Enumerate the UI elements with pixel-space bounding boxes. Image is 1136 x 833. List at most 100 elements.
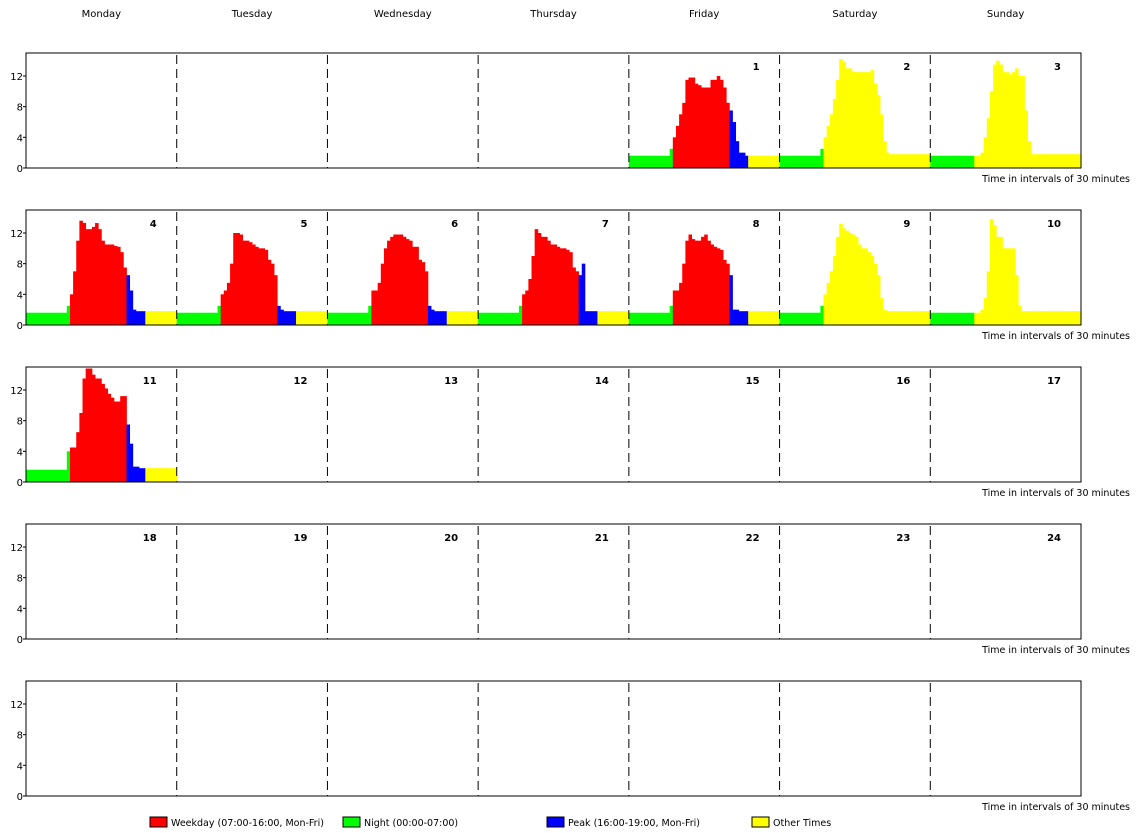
bar (785, 155, 790, 168)
bar (807, 155, 812, 168)
bar (522, 294, 526, 325)
bar (201, 312, 206, 325)
bar (437, 311, 441, 325)
bar (858, 244, 862, 325)
bar (914, 311, 919, 325)
x-axis-caption: Time in intervals of 30 minutes (981, 488, 1130, 499)
date-label: 22 (746, 533, 760, 544)
bar (129, 443, 134, 482)
bar (547, 240, 551, 325)
bar (647, 155, 652, 168)
bar (198, 312, 203, 325)
bar (1077, 154, 1082, 168)
bar (917, 311, 922, 325)
bar (562, 248, 567, 325)
bar (858, 72, 862, 168)
week-panel-frame (25, 52, 1082, 169)
bar (792, 155, 796, 168)
y-tick-label: 12 (10, 700, 23, 711)
bar (788, 312, 793, 325)
bar (1071, 311, 1076, 325)
week-panel-frame (25, 680, 1082, 797)
bar (675, 125, 680, 168)
bar (628, 155, 633, 168)
date-label: 24 (1047, 533, 1061, 544)
bar (832, 256, 837, 325)
date-label: 11 (143, 376, 157, 387)
bar (481, 312, 485, 325)
bar (120, 396, 124, 482)
bar (396, 234, 401, 325)
y-tick-label: 8 (17, 574, 23, 585)
bar (886, 311, 890, 325)
bar (613, 311, 617, 325)
bar (556, 246, 561, 325)
bar (170, 468, 174, 482)
date-label: 8 (753, 219, 760, 230)
bar (776, 311, 780, 325)
bar (38, 312, 43, 325)
bar (581, 263, 586, 325)
bar (490, 312, 495, 325)
bar (544, 236, 548, 325)
bar (729, 110, 733, 168)
bar (51, 312, 55, 325)
bar (688, 234, 693, 325)
bar (148, 468, 152, 482)
bar (861, 72, 865, 168)
bar (741, 152, 746, 168)
y-tick-label: 4 (17, 447, 23, 458)
date-label: 20 (444, 533, 458, 544)
bar (98, 229, 102, 325)
bar (1062, 311, 1066, 325)
bar (167, 468, 171, 482)
bar (79, 413, 83, 482)
date-label: 23 (896, 533, 910, 544)
bar (713, 79, 718, 168)
bar (496, 312, 501, 325)
bar (653, 155, 658, 168)
bar (751, 311, 755, 325)
bar (738, 311, 743, 325)
bar (270, 263, 275, 325)
bar (1033, 154, 1038, 168)
bar (757, 155, 762, 168)
bar (682, 102, 686, 168)
bar (826, 282, 831, 325)
bar (942, 312, 947, 325)
bar (606, 311, 611, 325)
bar (192, 312, 196, 325)
bar (961, 312, 966, 325)
bar (286, 311, 291, 325)
bar (258, 248, 262, 325)
bar (1024, 110, 1029, 168)
y-tick-label: 8 (17, 417, 23, 428)
bar (73, 447, 77, 482)
bar (861, 248, 865, 325)
bar (1027, 311, 1032, 325)
bar (600, 311, 605, 325)
legend-label: Peak (16:00-19:00, Mon-Fri) (568, 818, 700, 829)
bar (817, 155, 821, 168)
bar (895, 154, 900, 168)
bar (1005, 248, 1010, 325)
bar (217, 305, 222, 325)
bar (939, 312, 944, 325)
bar (820, 305, 824, 325)
day-bars-5 (176, 233, 328, 325)
bar (239, 234, 244, 325)
bar (35, 312, 39, 325)
bar (930, 312, 934, 325)
bar (104, 244, 109, 325)
bar (917, 154, 922, 168)
bar (113, 401, 118, 482)
bar (47, 469, 52, 482)
day-bars-4 (26, 220, 178, 325)
bar (801, 312, 806, 325)
bar (164, 468, 168, 482)
bar (280, 309, 284, 325)
bar (566, 249, 570, 325)
bar (41, 312, 46, 325)
bar (38, 469, 43, 482)
bar (971, 312, 975, 325)
